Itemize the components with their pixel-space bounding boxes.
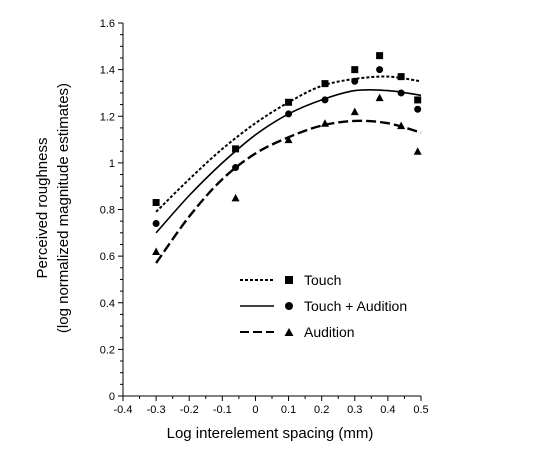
data-point-triangle bbox=[375, 93, 384, 102]
legend-item-touch: Touch bbox=[240, 272, 341, 288]
data-point-triangle bbox=[231, 193, 240, 202]
data-point-square bbox=[285, 98, 293, 106]
legend-item-audition: Audition bbox=[240, 324, 355, 340]
x-tick-label: 0.5 bbox=[413, 404, 428, 416]
data-point-circle bbox=[285, 110, 293, 118]
data-point-square bbox=[351, 66, 359, 74]
data-markers bbox=[152, 52, 422, 255]
data-point-triangle bbox=[152, 247, 161, 255]
data-point-circle bbox=[152, 219, 160, 227]
data-point-square bbox=[321, 80, 329, 88]
data-point-circle bbox=[414, 105, 422, 113]
data-point-square bbox=[397, 73, 405, 81]
legend-item-touch-audition: Touch + Audition bbox=[240, 298, 407, 314]
data-point-square bbox=[414, 96, 422, 104]
data-point-square bbox=[232, 145, 240, 153]
x-tick-label: 0.2 bbox=[314, 404, 329, 416]
y-tick-label: 0.6 bbox=[100, 251, 115, 263]
y-tick-label: 0 bbox=[109, 391, 115, 403]
y-tick-label: 1.6 bbox=[100, 18, 115, 30]
data-point-square bbox=[152, 199, 160, 207]
data-point-circle bbox=[397, 89, 405, 97]
data-point-square bbox=[376, 52, 384, 60]
data-point-triangle bbox=[284, 135, 293, 144]
data-point-triangle bbox=[350, 107, 359, 116]
x-tick-label: -0.3 bbox=[147, 404, 166, 416]
y-ticks: 0 0.2 0.4 0.6 0.8 1 1.2 1.4 1.6 bbox=[100, 18, 123, 403]
axes bbox=[122, 23, 421, 397]
data-point-triangle bbox=[413, 147, 422, 155]
y-tick-label: 1.2 bbox=[100, 111, 115, 123]
x-tick-label: 0.3 bbox=[347, 404, 362, 416]
legend-marker-triangle bbox=[284, 328, 294, 336]
x-tick-label: -0.2 bbox=[180, 404, 199, 416]
data-point-circle bbox=[321, 96, 329, 104]
legend-label-touch-audition: Touch + Audition bbox=[304, 298, 407, 314]
data-point-circle bbox=[232, 164, 240, 172]
data-point-triangle bbox=[397, 121, 406, 130]
legend: Touch Touch + Audition Audition bbox=[240, 272, 407, 340]
x-tick-label: -0.4 bbox=[114, 404, 133, 416]
legend-label-audition: Audition bbox=[304, 324, 355, 340]
y-tick-label: 0.2 bbox=[100, 344, 115, 356]
x-axis-title: Log interelement spacing (mm) bbox=[167, 425, 374, 442]
y-axis-title-line-1: Perceived roughness bbox=[34, 138, 51, 279]
data-point-circle bbox=[351, 77, 359, 85]
y-axis-title-line-2: (log normalized magnitude estimates) bbox=[55, 83, 72, 333]
y-tick-label: 0.8 bbox=[100, 205, 115, 217]
y-tick-label: 0.4 bbox=[100, 298, 115, 310]
data-point-circle bbox=[376, 66, 384, 74]
data-point-triangle bbox=[320, 119, 329, 127]
x-tick-label: 0.4 bbox=[380, 404, 395, 416]
y-tick-label: 1.4 bbox=[100, 65, 115, 77]
x-tick-label: 0 bbox=[252, 404, 258, 416]
legend-label-touch: Touch bbox=[304, 272, 341, 288]
legend-marker-circle bbox=[285, 302, 293, 310]
x-ticks: -0.4 -0.3 -0.2 -0.1 0 0.1 0.2 0.3 0.4 0.5 bbox=[114, 396, 429, 416]
x-tick-label: -0.1 bbox=[213, 404, 232, 416]
legend-marker-square bbox=[285, 276, 293, 284]
y-tick-label: 1 bbox=[109, 158, 115, 170]
x-tick-label: 0.1 bbox=[281, 404, 296, 416]
